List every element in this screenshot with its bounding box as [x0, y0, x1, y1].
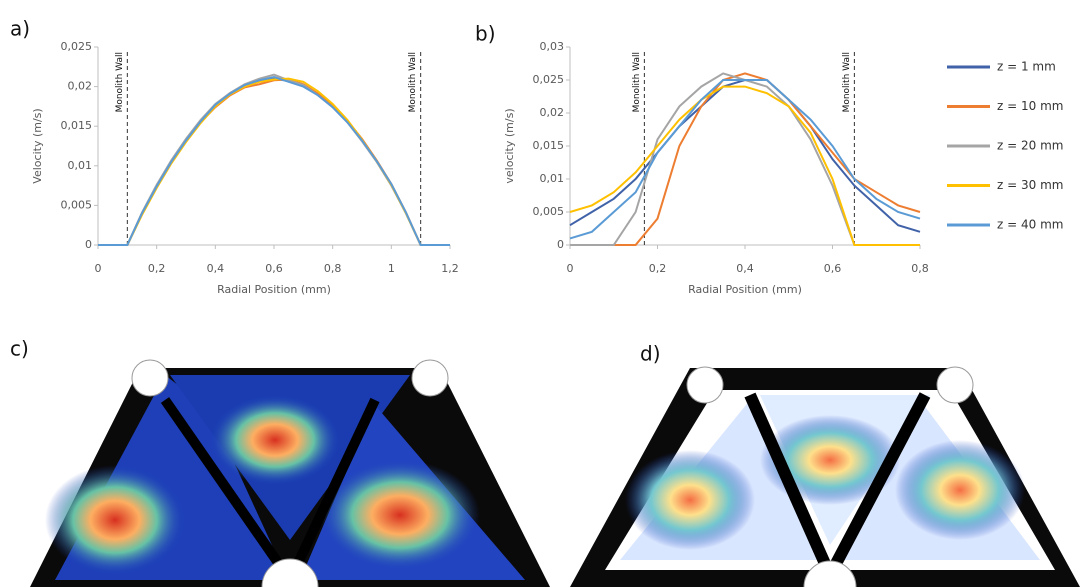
annotation: Monolith Wall — [115, 52, 125, 112]
x-tick-label: 0 — [95, 262, 102, 275]
y-tick-label: 0,005 — [533, 205, 565, 218]
series-line — [98, 77, 450, 246]
x-tick-label: 0,8 — [911, 262, 929, 275]
image-d — [570, 366, 1080, 587]
y-tick-label: 0,015 — [533, 139, 565, 152]
annotation: Monolith Wall — [632, 52, 642, 112]
y-tick-label: 0,01 — [68, 159, 93, 172]
series-line — [98, 76, 450, 246]
series-line — [98, 73, 450, 246]
annotation: Monolith Wall — [842, 52, 852, 112]
y-axis-label: velocity (m/s) — [503, 108, 516, 183]
x-tick-label: 0,4 — [207, 262, 225, 275]
y-tick-label: 0,025 — [533, 73, 565, 86]
x-tick-label: 0 — [567, 262, 574, 275]
x-axis-label: Radial Position (mm) — [688, 283, 802, 296]
series-line — [569, 85, 920, 246]
annotation: Monolith Wall — [408, 52, 418, 112]
series-line — [569, 79, 921, 233]
x-tick-label: 0,6 — [265, 262, 283, 275]
x-tick-label: 0,2 — [148, 262, 166, 275]
x-tick-label: 1 — [388, 262, 395, 275]
legend-label: z = 20 mm — [997, 139, 1063, 153]
x-tick-label: 0,2 — [649, 262, 667, 275]
series-line — [570, 72, 921, 246]
legend-label: z = 1 mm — [997, 60, 1056, 74]
y-tick-label: 0,02 — [540, 106, 565, 119]
x-tick-label: 1,2 — [441, 262, 459, 275]
series-line — [570, 72, 920, 246]
x-tick-label: 0,8 — [324, 262, 342, 275]
y-tick-label: 0,02 — [68, 80, 93, 93]
x-tick-label: 0,6 — [824, 262, 842, 275]
legend-label: z = 10 mm — [997, 99, 1063, 113]
y-axis-label: Velocity (m/s) — [31, 108, 44, 183]
panel-label: d) — [640, 342, 661, 366]
y-tick-label: 0 — [85, 238, 92, 251]
series-line — [98, 77, 450, 246]
y-tick-label: 0 — [557, 238, 564, 251]
y-tick-label: 0,005 — [61, 198, 93, 211]
y-tick-label: 0,015 — [61, 119, 93, 132]
series-line — [569, 79, 921, 240]
image-c — [30, 359, 550, 587]
panel-label: a) — [10, 17, 30, 41]
y-tick-label: 0,01 — [540, 172, 565, 185]
series-line — [98, 78, 450, 246]
panel-label: b) — [475, 22, 496, 46]
legend-label: z = 40 mm — [997, 218, 1063, 232]
y-tick-label: 0,025 — [61, 40, 93, 53]
panel-label: c) — [10, 337, 29, 361]
legend-label: z = 30 mm — [997, 178, 1063, 192]
y-tick-label: 0,03 — [540, 40, 565, 53]
x-tick-label: 0,4 — [736, 262, 754, 275]
x-axis-label: Radial Position (mm) — [217, 283, 331, 296]
